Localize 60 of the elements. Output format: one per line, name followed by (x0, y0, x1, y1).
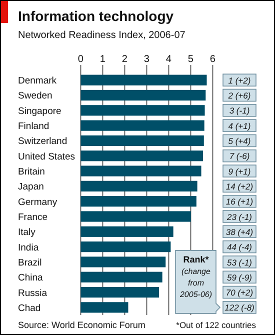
bar (80, 74, 207, 86)
x-tick-label: 4 (166, 54, 172, 65)
text: 9 (+1) (228, 166, 251, 176)
text: 7 (-6) (229, 151, 250, 162)
y-tick-label: Switzerland (18, 136, 68, 148)
y-tick-label: Britain (18, 166, 45, 178)
text: 2 (+6) (227, 90, 251, 101)
y-tick-label: United States (18, 151, 76, 162)
bar (80, 166, 202, 176)
x-tick-label: 2 (122, 54, 128, 65)
y-tick-label: Brazil (18, 257, 42, 268)
y-tick-label: Japan (18, 182, 44, 193)
y-tick-label: Germany (18, 196, 58, 208)
text: 1 (+2) (228, 75, 251, 86)
bar (80, 150, 204, 162)
text: 23 (-1) (226, 212, 252, 222)
text: 59 (-9) (226, 272, 252, 282)
bar (80, 302, 128, 313)
bar (80, 135, 204, 146)
text: 53 (-1) (226, 257, 252, 268)
bar (80, 180, 198, 192)
bar (80, 256, 166, 268)
x-tick-label: 5 (188, 54, 194, 65)
y-tick-label: Singapore (18, 106, 62, 117)
text: 5 (+4) (228, 136, 251, 146)
text: 44 (-4) (226, 242, 252, 252)
chart-title: Information technology (18, 8, 174, 24)
y-tick-label: Finland (18, 121, 50, 132)
source-note: Source: World Economic Forum (18, 320, 146, 330)
bar (80, 272, 162, 282)
y-tick-label: India (18, 242, 40, 254)
bar (80, 241, 171, 252)
y-tick-label: Sweden (18, 90, 52, 102)
text: *Out of 122 countries (176, 320, 256, 330)
y-tick-label: France (18, 212, 48, 223)
text: 38 (+4) (226, 226, 254, 237)
y-tick-label: Russia (18, 288, 48, 299)
y-tick-label: Denmark (18, 76, 57, 87)
text: 4 (+1) (228, 120, 251, 131)
x-tick-label: 3 (144, 54, 150, 65)
y-tick-label: Italy (18, 227, 36, 238)
y-tick-label: China (18, 272, 44, 284)
y-tick-label: Chad (18, 302, 41, 314)
bar (80, 286, 160, 298)
text: 3 (-1) (229, 106, 250, 116)
text: 70 (+2) (226, 288, 254, 298)
text: 122 (-8) (224, 302, 255, 313)
chart-subtitle: Networked Readiness Index, 2006-07 (18, 30, 186, 41)
x-tick-label: 0 (78, 54, 84, 65)
annotation: Rank* (change from 2005-06) (178, 254, 212, 299)
bar (80, 226, 174, 237)
bar (80, 90, 206, 101)
text: 14 (+2) (226, 181, 254, 192)
bar (80, 211, 191, 222)
bar (80, 120, 204, 131)
bar (80, 196, 196, 207)
text: 16 (+1) (226, 196, 254, 207)
x-tick-label: 1 (100, 54, 106, 65)
bar (80, 105, 205, 116)
x-tick-label: 6 (210, 54, 216, 65)
